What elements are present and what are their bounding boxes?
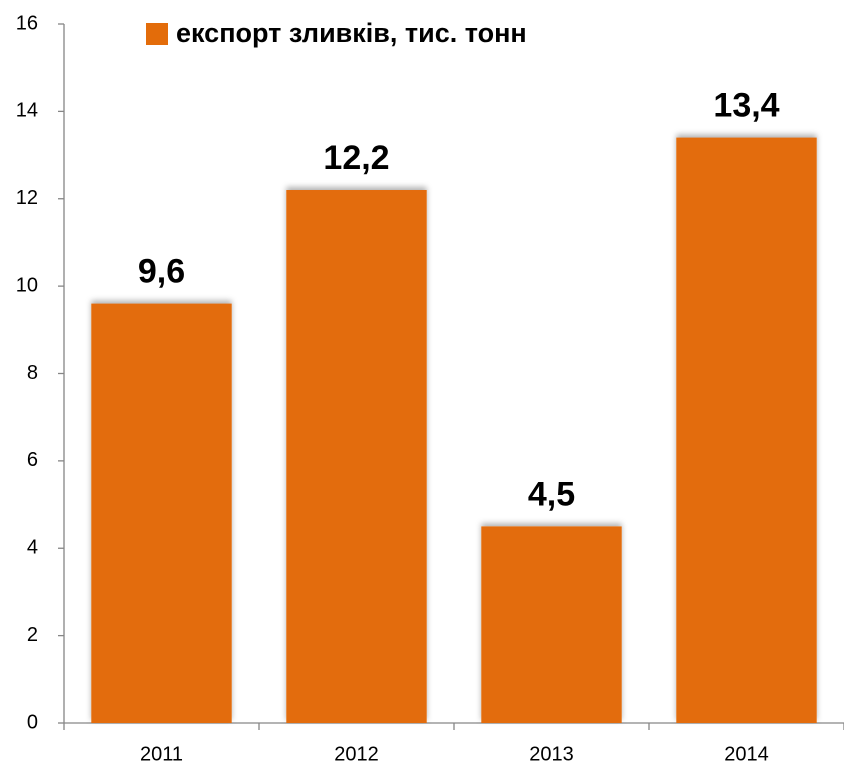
- y-tick-label: 10: [16, 274, 38, 296]
- y-tick-label: 2: [27, 624, 38, 646]
- y-tick-label: 4: [27, 537, 38, 559]
- x-tick-label: 2013: [529, 743, 574, 765]
- data-label: 12,2: [323, 139, 389, 177]
- y-tick-label: 12: [16, 187, 38, 209]
- data-label: 9,6: [138, 253, 185, 291]
- bar: [481, 526, 622, 723]
- data-label: 4,5: [528, 475, 575, 513]
- bar: [286, 190, 427, 723]
- y-tick-label: 16: [16, 12, 38, 34]
- legend-swatch: [146, 23, 168, 45]
- bar: [676, 137, 817, 723]
- data-label: 13,4: [713, 87, 779, 125]
- y-tick-label: 6: [27, 449, 38, 471]
- bar: [91, 303, 232, 723]
- x-tick-label: 2014: [724, 743, 769, 765]
- x-tick-label: 2012: [334, 743, 379, 765]
- y-tick-label: 14: [16, 100, 38, 122]
- legend-label: експорт зливків, тис. тонн: [176, 18, 527, 48]
- x-tick-label: 2011: [140, 743, 183, 765]
- y-tick-label: 0: [27, 711, 38, 733]
- y-tick-label: 8: [27, 362, 38, 384]
